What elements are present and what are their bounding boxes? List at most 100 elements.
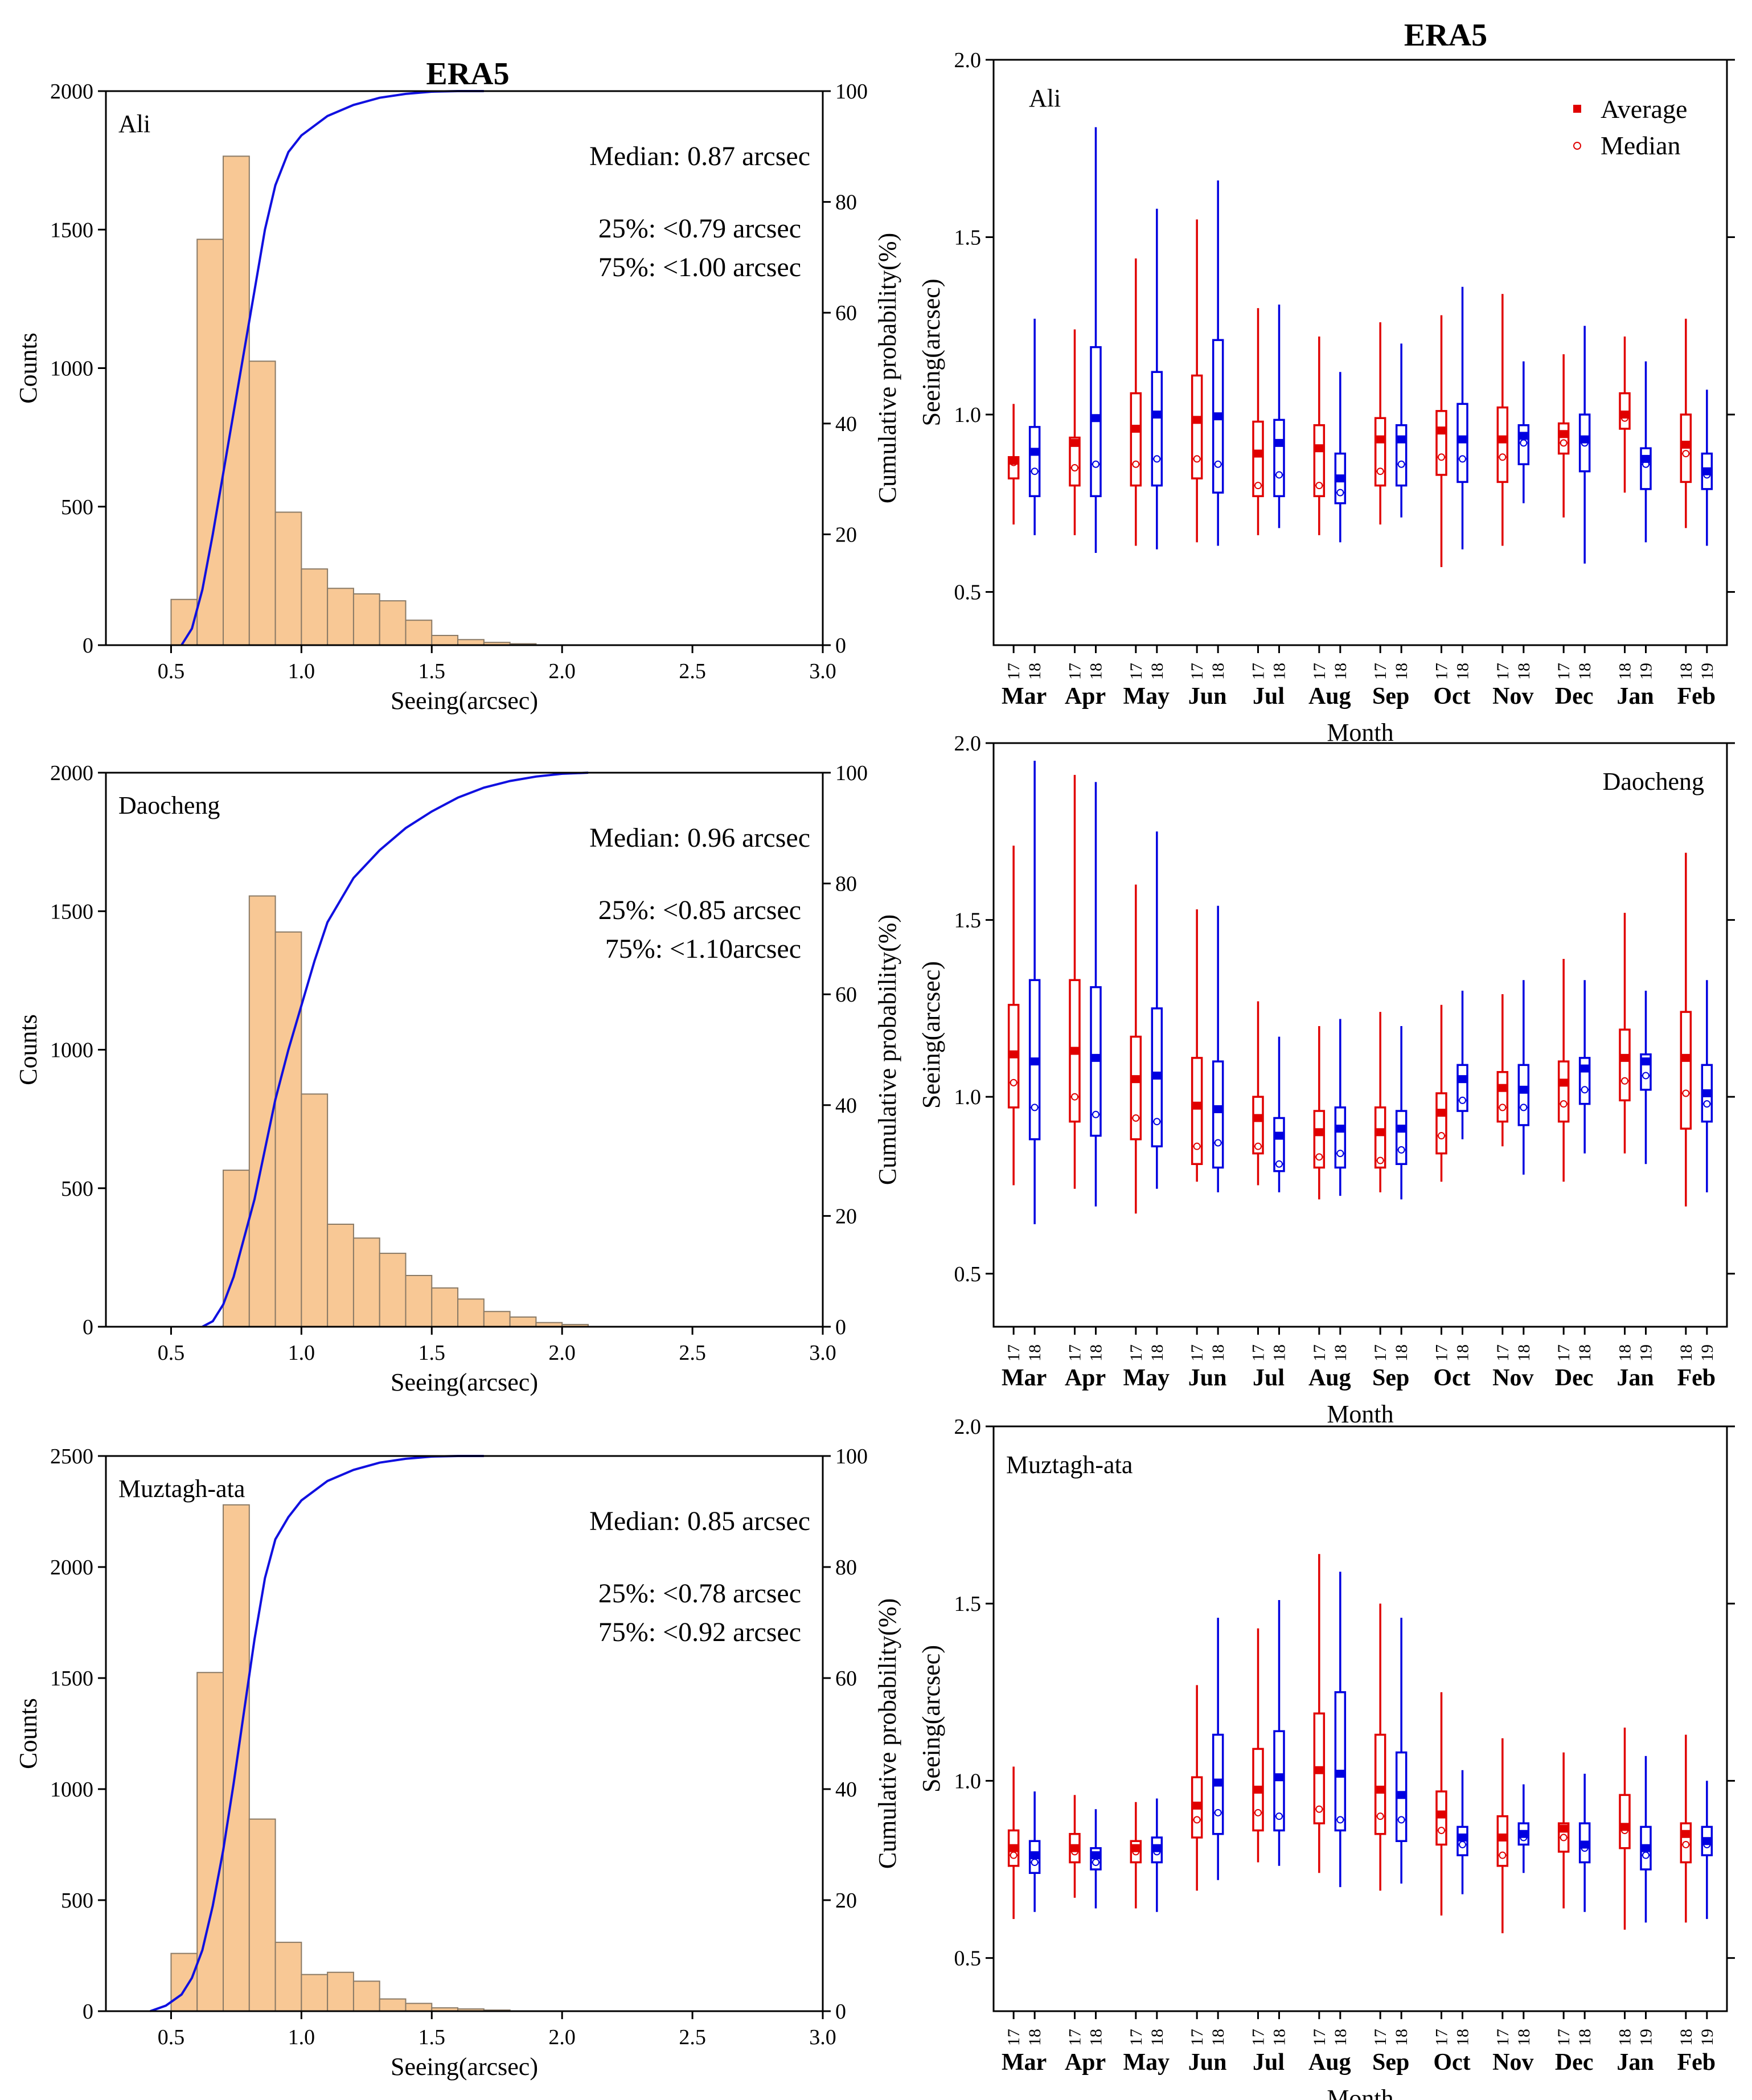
x-axis-label: Seeing(arcsec) (391, 2053, 538, 2081)
box-jun-17: 17 (1188, 219, 1207, 680)
box-feb-19: 19 (1698, 980, 1717, 1361)
average-marker (1498, 1084, 1507, 1092)
month-label: Jan (1616, 683, 1653, 709)
box-may-18: 18 (1148, 1798, 1167, 2046)
year-label: 17 (1493, 2029, 1512, 2046)
cdf-line (180, 90, 484, 646)
median-marker (1254, 482, 1262, 490)
iqr-box (1313, 1712, 1326, 1824)
month-label: Aug (1308, 1365, 1351, 1391)
year-label: 18 (1616, 2029, 1635, 2046)
average-marker (1275, 1773, 1283, 1782)
median-marker (1376, 1812, 1384, 1820)
median-marker (1010, 1078, 1017, 1086)
iqr-box (1028, 426, 1041, 498)
y-axis-label: Seeing(arcsec) (917, 1645, 945, 1793)
month-label: Mar (1002, 2049, 1047, 2076)
box-may-17: 17 (1127, 1802, 1146, 2046)
year-label: 17 (1066, 1344, 1085, 1361)
legend: Average Median (1573, 95, 1687, 160)
box-apr-18: 18 (1087, 127, 1106, 680)
year-label: 18 (1392, 663, 1411, 680)
iqr-box (1252, 420, 1264, 498)
y-tick-label: 1.0 (954, 1085, 982, 1109)
box-jan-19: 19 (1637, 990, 1656, 1361)
year-label: 17 (1127, 2029, 1146, 2046)
box-jul-17: 17 (1249, 308, 1268, 680)
average-marker (1458, 435, 1467, 444)
median-marker (1315, 1153, 1323, 1161)
average-marker (1681, 1830, 1690, 1838)
legend-median-marker (1573, 142, 1581, 150)
histogram-bar (405, 1274, 433, 1328)
box-jul-18: 18 (1270, 1599, 1289, 2046)
average-marker (1070, 438, 1079, 447)
box-dec-18: 18 (1575, 1773, 1594, 2046)
histogram-bar (274, 931, 302, 1328)
median-marker (1071, 1093, 1078, 1101)
figure-title: ERA5 (426, 56, 509, 92)
month-label: Apr (1065, 2049, 1106, 2076)
cdf-line (202, 772, 589, 1328)
median-marker (1254, 1142, 1262, 1150)
iqr-box (1313, 424, 1326, 498)
average-marker (1581, 1064, 1589, 1073)
y2-axis-label: Cumulative probability(%) (873, 233, 901, 503)
iqr-box (1680, 413, 1692, 483)
box-sep-18: 18 (1392, 343, 1411, 680)
histogram-bar (379, 1998, 407, 2012)
iqr-box (1496, 1815, 1509, 1867)
box-sep-17: 17 (1371, 1012, 1390, 1361)
histogram-panel-ali: 0.5 1.0 1.5 2.0 2.5 3.00500100015002000020406… (14, 56, 901, 715)
median-marker (1459, 1096, 1466, 1104)
plot-frame (105, 1455, 824, 2012)
month-label: Feb (1677, 1365, 1716, 1391)
y-tick-label: 2000 (50, 1556, 93, 1580)
year-label: 18 (1392, 2029, 1411, 2046)
year-label: 17 (1433, 1344, 1451, 1361)
median-annotation: Median: 0.85 arcsec (589, 1506, 810, 1536)
month-label: Nov (1492, 2049, 1533, 2076)
median-marker (1459, 1840, 1466, 1848)
average-marker (1336, 1769, 1344, 1778)
site-label: Daocheng (118, 791, 220, 819)
year-label: 17 (1127, 663, 1146, 680)
iqr-box (1151, 1836, 1163, 1864)
year-label: 18 (1087, 2029, 1106, 2046)
average-marker (1620, 1053, 1629, 1062)
y-axis-label: Seeing(arcsec) (917, 961, 945, 1109)
iqr-box (1090, 986, 1102, 1137)
x-tick-label: 3.0 (809, 1341, 836, 1365)
average-marker (1642, 1844, 1650, 1852)
histogram-panel-muztagh-ata: 0.5 1.0 1.5 2.0 2.5 3.00500100015002000250002… (14, 1445, 901, 2081)
plot-frame (992, 59, 1728, 646)
box-nov-17: 17 (1493, 294, 1512, 680)
median-marker (1315, 482, 1323, 490)
iqr-box (1007, 1829, 1020, 1867)
year-label: 19 (1637, 1344, 1656, 1361)
histogram-bar (327, 1971, 354, 2012)
y2-tick-label: 20 (835, 1889, 857, 1913)
box-mar-17: 17 (1004, 846, 1023, 1361)
median-marker (1092, 1859, 1099, 1867)
histogram-bar (196, 1672, 224, 2012)
year-label: 18 (1515, 1344, 1533, 1361)
median-marker (1153, 1118, 1161, 1126)
iqr-box (1680, 1822, 1692, 1864)
iqr-box (1090, 1847, 1102, 1871)
average-marker (1031, 1851, 1039, 1860)
average-marker (1010, 1844, 1018, 1852)
iqr-box (1435, 410, 1447, 476)
month-label: Feb (1677, 683, 1716, 709)
histogram-bar (170, 1953, 198, 2012)
median-marker (1092, 1110, 1099, 1118)
median-marker (1397, 1146, 1405, 1154)
x-axis-label: Seeing(arcsec) (391, 687, 538, 715)
legend-median-label: Median (1601, 131, 1681, 160)
y-tick-label: 2.0 (954, 732, 982, 756)
y-tick-label: 0 (83, 2000, 93, 2024)
average-marker (1092, 414, 1100, 423)
histogram-bar (483, 1311, 511, 1327)
box-jan-19: 19 (1637, 361, 1656, 680)
histogram-bar (301, 1093, 329, 1327)
